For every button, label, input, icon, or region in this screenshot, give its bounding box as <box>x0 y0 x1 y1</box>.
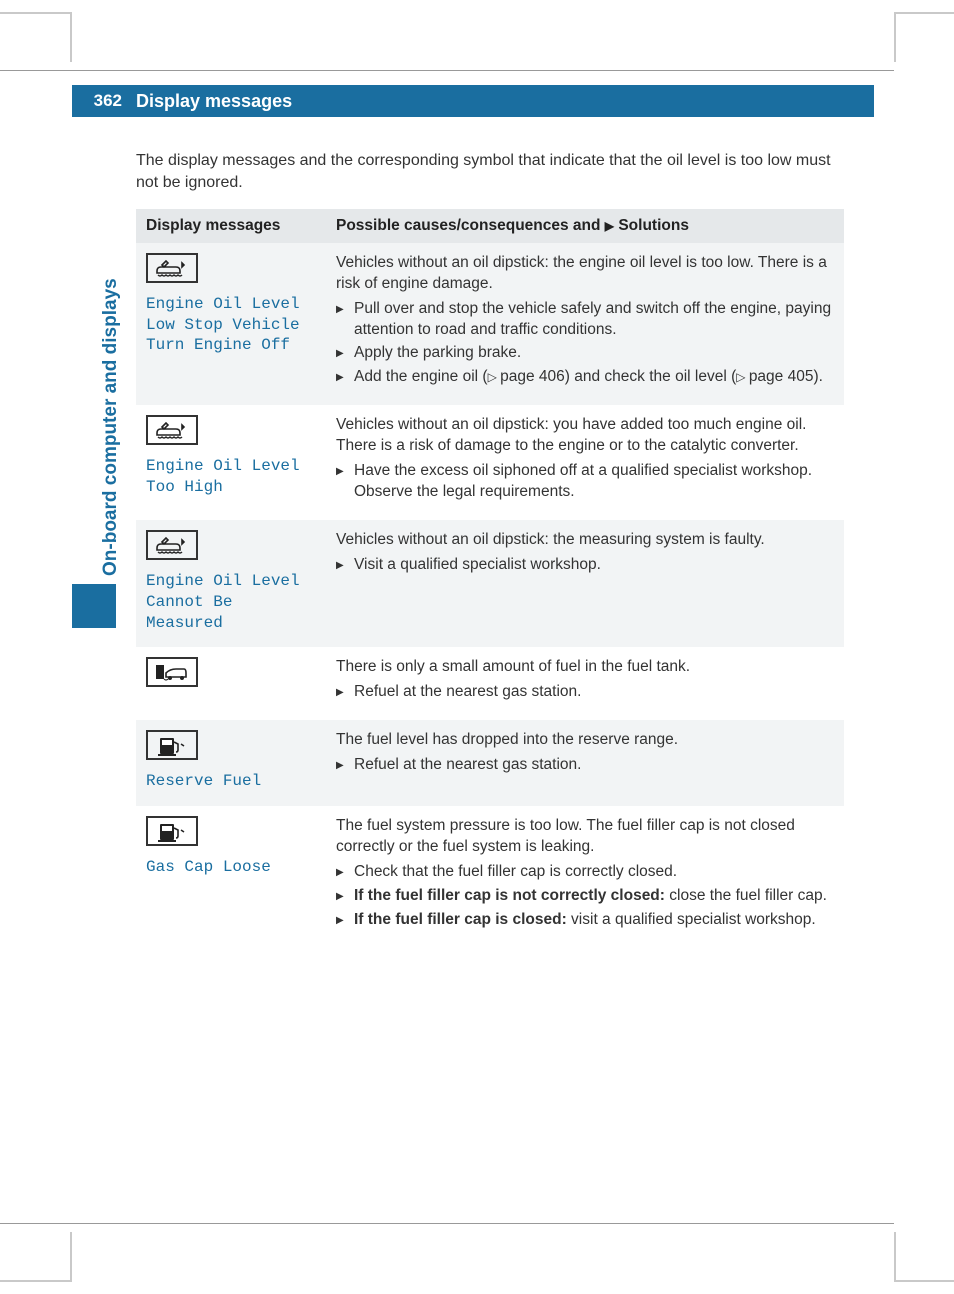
table-row: Engine Oil LevelToo High Vehicles without… <box>136 405 844 520</box>
solution-steps: Refuel at the nearest gas station. <box>336 755 834 776</box>
solution-step: Pull over and stop the vehicle safely an… <box>336 299 834 341</box>
cause-text: Vehicles without an oil dipstick: the en… <box>336 253 834 295</box>
page-header: 362 Display messages <box>72 85 874 117</box>
fuel-pump-icon <box>146 816 198 846</box>
solution-step: Check that the fuel filler cap is correc… <box>336 862 834 883</box>
cause-text: The fuel system pressure is too low. The… <box>336 816 834 858</box>
table-row: Engine Oil LevelCannot Be Measured Vehicl… <box>136 520 844 647</box>
cause-text: Vehicles without an oil dipstick: you ha… <box>336 415 834 457</box>
crop-mark <box>894 1232 954 1282</box>
solution-step: Have the excess oil siphoned off at a qu… <box>336 461 834 503</box>
solution-steps: Pull over and stop the vehicle safely an… <box>336 299 834 389</box>
solution-steps: Check that the fuel filler cap is correc… <box>336 862 834 931</box>
table-row: Reserve Fuel The fuel level has dropped i… <box>136 720 844 806</box>
display-message-cell: Gas Cap Loose <box>136 806 326 948</box>
solution-steps: Refuel at the nearest gas station. <box>336 682 834 703</box>
page-title: Display messages <box>130 91 292 112</box>
crop-mark <box>894 12 954 62</box>
display-message-cell: Engine Oil LevelCannot Be Measured <box>136 520 326 647</box>
oil-icon <box>146 530 198 560</box>
display-message-text: Reserve Fuel <box>146 771 316 792</box>
oil-icon <box>146 253 198 283</box>
display-message-text: Gas Cap Loose <box>146 857 316 878</box>
solution-step: Apply the parking brake. <box>336 343 834 364</box>
solution-cell: The fuel level has dropped into the rese… <box>326 720 844 806</box>
table-row: Engine Oil LevelLow Stop VehicleTurn Eng… <box>136 243 844 406</box>
page-number: 362 <box>72 91 130 111</box>
solution-cell: The fuel system pressure is too low. The… <box>326 806 844 948</box>
table-header-left: Display messages <box>136 209 326 243</box>
solution-cell: Vehicles without an oil dipstick: the me… <box>326 520 844 647</box>
table-row: There is only a small amount of fuel in … <box>136 647 844 720</box>
crop-mark <box>0 12 72 62</box>
solutions-arrow-icon: ▶ <box>605 219 614 233</box>
display-messages-table: Display messages Possible causes/consequ… <box>136 209 844 948</box>
display-message-cell: Reserve Fuel <box>136 720 326 806</box>
intro-paragraph: The display messages and the correspondi… <box>136 150 844 195</box>
solution-step: Add the engine oil (▷ page 406) and chec… <box>336 367 834 388</box>
section-marker <box>72 584 116 628</box>
solution-steps: Visit a qualified specialist workshop. <box>336 555 834 576</box>
page-ref-icon: ▷ <box>736 370 749 384</box>
solution-step: If the fuel filler cap is not correctly … <box>336 886 834 907</box>
fuel-car-icon <box>146 657 198 687</box>
page-rule-bottom <box>0 1223 894 1224</box>
header-right-prefix: Possible causes/consequences and <box>336 217 605 234</box>
solution-step: If the fuel filler cap is closed: visit … <box>336 910 834 931</box>
page-rule-top <box>0 70 894 71</box>
display-message-cell: Engine Oil LevelLow Stop VehicleTurn Eng… <box>136 243 326 406</box>
table-header-right: Possible causes/consequences and ▶ Solut… <box>326 209 844 243</box>
solution-cell: There is only a small amount of fuel in … <box>326 647 844 720</box>
table-row: Gas Cap Loose The fuel system pressure is… <box>136 806 844 948</box>
section-tab: On-board computer and displays <box>88 198 112 598</box>
solution-cell: Vehicles without an oil dipstick: the en… <box>326 243 844 406</box>
oil-icon <box>146 415 198 445</box>
fuel-pump-icon <box>146 730 198 760</box>
display-message-text: Engine Oil LevelCannot Be Measured <box>146 571 316 633</box>
solution-step: Refuel at the nearest gas station. <box>336 682 834 703</box>
display-message-cell <box>136 647 326 720</box>
page-ref-icon: ▷ <box>488 370 501 384</box>
solution-step: Refuel at the nearest gas station. <box>336 755 834 776</box>
header-right-suffix: Solutions <box>614 217 689 234</box>
cause-text: The fuel level has dropped into the rese… <box>336 730 834 751</box>
crop-mark <box>0 1232 72 1282</box>
cause-text: There is only a small amount of fuel in … <box>336 657 834 678</box>
cause-text: Vehicles without an oil dipstick: the me… <box>336 530 834 551</box>
solution-steps: Have the excess oil siphoned off at a qu… <box>336 461 834 503</box>
page-content: The display messages and the correspondi… <box>136 150 844 948</box>
display-message-text: Engine Oil LevelLow Stop VehicleTurn Eng… <box>146 294 316 356</box>
solution-cell: Vehicles without an oil dipstick: you ha… <box>326 405 844 520</box>
section-tab-label: On-board computer and displays <box>100 278 122 576</box>
solution-step: Visit a qualified specialist workshop. <box>336 555 834 576</box>
display-message-text: Engine Oil LevelToo High <box>146 456 316 498</box>
display-message-cell: Engine Oil LevelToo High <box>136 405 326 520</box>
